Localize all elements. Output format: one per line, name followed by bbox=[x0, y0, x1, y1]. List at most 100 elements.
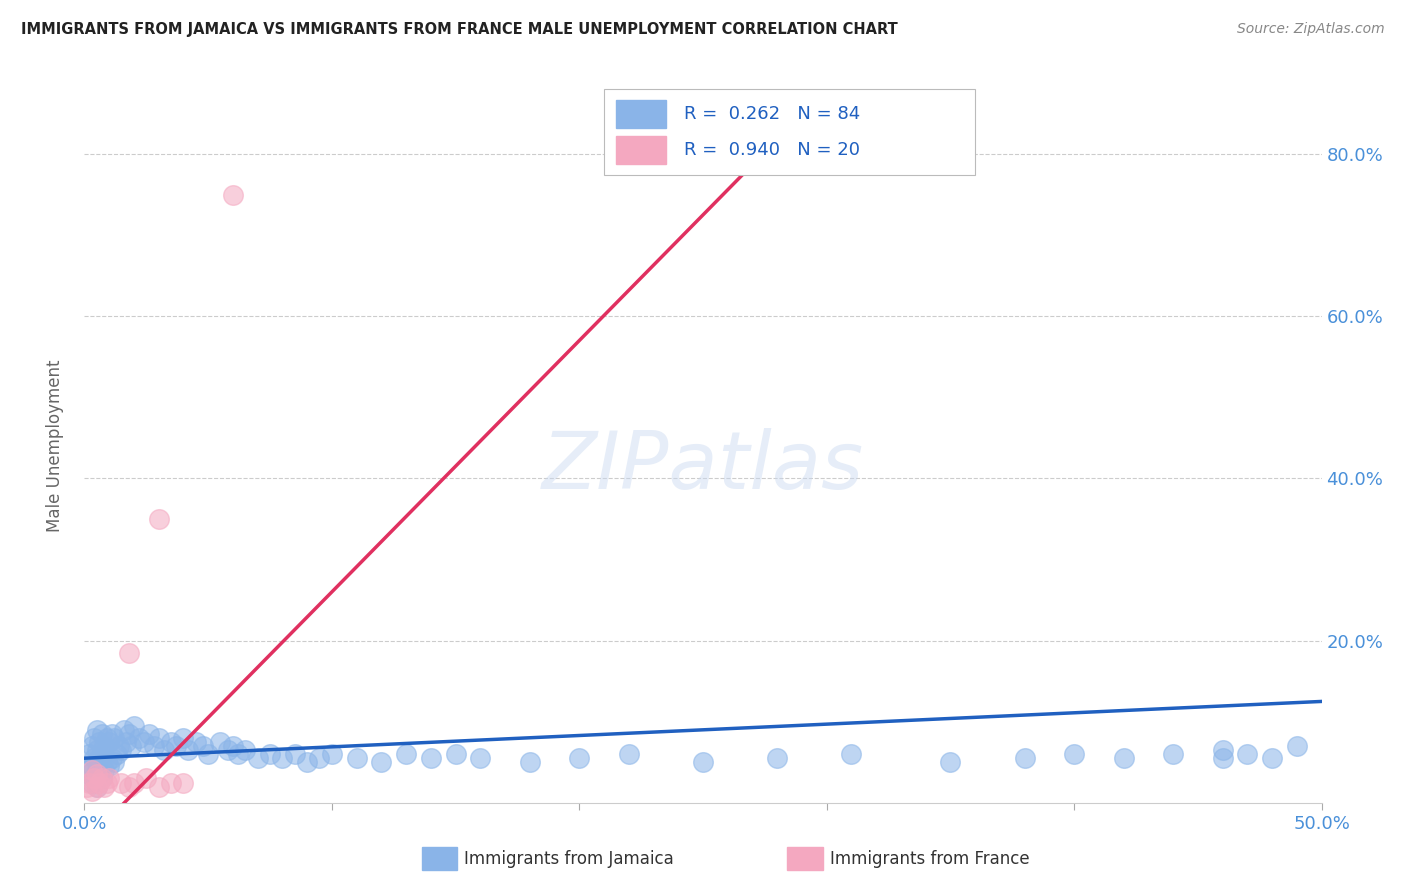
Point bbox=[80, 775, 103, 789]
Point bbox=[110, 775, 132, 789]
Point bbox=[617, 747, 640, 761]
Point bbox=[79, 747, 101, 761]
Point bbox=[152, 743, 174, 757]
Text: Source: ZipAtlas.com: Source: ZipAtlas.com bbox=[1237, 22, 1385, 37]
Point bbox=[177, 743, 200, 757]
Point bbox=[98, 735, 121, 749]
Point bbox=[470, 751, 492, 765]
Point bbox=[692, 756, 714, 770]
Point bbox=[1112, 751, 1135, 765]
Point bbox=[93, 764, 115, 778]
Point bbox=[89, 751, 111, 765]
Point bbox=[96, 756, 118, 770]
Point bbox=[222, 739, 245, 753]
Point bbox=[86, 723, 108, 737]
Point bbox=[80, 759, 103, 773]
Point bbox=[90, 727, 112, 741]
Point bbox=[90, 747, 112, 761]
Point bbox=[284, 747, 307, 761]
Point bbox=[148, 780, 170, 794]
Point bbox=[89, 775, 111, 789]
Point bbox=[568, 751, 591, 765]
Text: Immigrants from Jamaica: Immigrants from Jamaica bbox=[464, 850, 673, 868]
FancyBboxPatch shape bbox=[605, 89, 976, 175]
Point bbox=[100, 751, 122, 765]
Point bbox=[1261, 751, 1284, 765]
Point bbox=[172, 775, 194, 789]
Point bbox=[132, 735, 155, 749]
Point bbox=[308, 751, 330, 765]
Point bbox=[118, 646, 141, 660]
Point bbox=[83, 751, 105, 765]
Point bbox=[1212, 743, 1234, 757]
Point bbox=[108, 739, 131, 753]
Point bbox=[89, 767, 111, 781]
Point bbox=[519, 756, 541, 770]
Point bbox=[1063, 747, 1085, 761]
Y-axis label: Male Unemployment: Male Unemployment bbox=[45, 359, 63, 533]
Text: R =  0.262   N = 84: R = 0.262 N = 84 bbox=[685, 105, 860, 123]
Point bbox=[419, 751, 441, 765]
Point bbox=[118, 780, 141, 794]
Point bbox=[148, 512, 170, 526]
Point bbox=[1285, 739, 1308, 753]
Point bbox=[96, 775, 118, 789]
Point bbox=[93, 739, 115, 753]
Point bbox=[86, 743, 108, 757]
Point bbox=[184, 735, 207, 749]
Text: R =  0.940   N = 20: R = 0.940 N = 20 bbox=[685, 141, 860, 159]
Point bbox=[1212, 751, 1234, 765]
Point bbox=[83, 772, 105, 786]
Point bbox=[93, 780, 115, 794]
Point bbox=[370, 756, 392, 770]
Point bbox=[79, 767, 101, 781]
Point bbox=[346, 751, 368, 765]
Bar bbox=[616, 100, 666, 128]
Point bbox=[120, 739, 142, 753]
Point bbox=[128, 731, 150, 745]
Point bbox=[172, 731, 194, 745]
Text: ZIPatlas: ZIPatlas bbox=[541, 428, 865, 507]
Point bbox=[90, 772, 112, 786]
Point bbox=[80, 783, 103, 797]
Point bbox=[76, 780, 98, 794]
Point bbox=[83, 772, 105, 786]
Point bbox=[98, 759, 121, 773]
Point bbox=[96, 731, 118, 745]
Point bbox=[80, 764, 103, 778]
Point bbox=[135, 772, 157, 786]
Point bbox=[112, 723, 135, 737]
Point bbox=[217, 743, 239, 757]
Point bbox=[86, 764, 108, 778]
Point bbox=[271, 751, 294, 765]
Point bbox=[138, 727, 160, 741]
Point bbox=[115, 735, 138, 749]
Point bbox=[246, 751, 269, 765]
Point bbox=[1161, 747, 1184, 761]
Text: Immigrants from France: Immigrants from France bbox=[830, 850, 1029, 868]
Bar bbox=[616, 136, 666, 164]
Point bbox=[209, 735, 232, 749]
Point bbox=[142, 739, 165, 753]
Point bbox=[160, 735, 183, 749]
Point bbox=[103, 731, 125, 745]
Point bbox=[222, 187, 245, 202]
Point bbox=[233, 743, 256, 757]
Point bbox=[86, 767, 108, 781]
Point bbox=[80, 739, 103, 753]
Point bbox=[110, 743, 132, 757]
Point bbox=[122, 719, 145, 733]
Point bbox=[1236, 747, 1258, 761]
Point bbox=[165, 739, 187, 753]
Point bbox=[259, 747, 281, 761]
Text: IMMIGRANTS FROM JAMAICA VS IMMIGRANTS FROM FRANCE MALE UNEMPLOYMENT CORRELATION : IMMIGRANTS FROM JAMAICA VS IMMIGRANTS FR… bbox=[21, 22, 898, 37]
Point bbox=[86, 780, 108, 794]
Point bbox=[122, 775, 145, 789]
Point bbox=[395, 747, 418, 761]
Point bbox=[100, 727, 122, 741]
Point bbox=[1014, 751, 1036, 765]
Point bbox=[148, 731, 170, 745]
Point bbox=[295, 756, 318, 770]
Point bbox=[79, 775, 101, 789]
Point bbox=[841, 747, 863, 761]
